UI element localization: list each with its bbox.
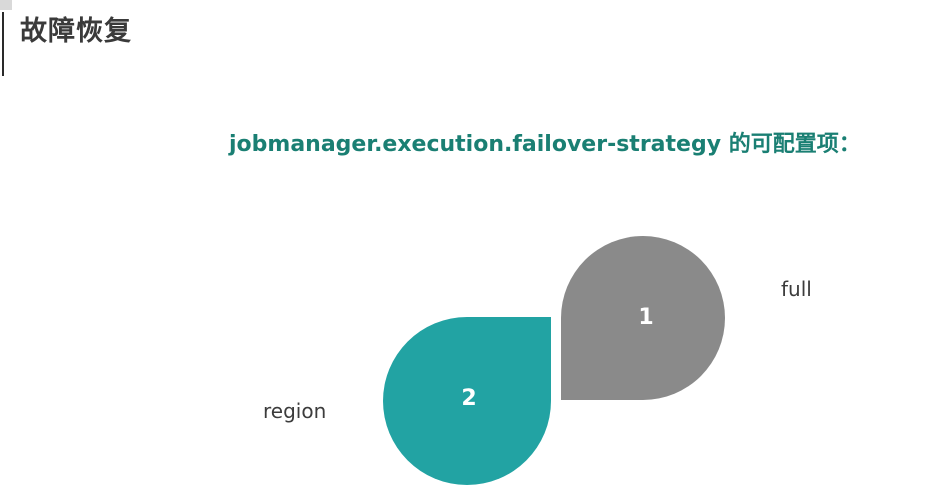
option-full-label: full <box>781 277 812 301</box>
config-heading: jobmanager.execution.failover-strategy 的… <box>229 132 861 157</box>
corner-shade <box>0 0 12 10</box>
option-full-number: 1 <box>638 305 653 330</box>
option-region-number: 2 <box>461 386 476 411</box>
option-region-label: region <box>263 399 327 423</box>
title-accent-bar <box>2 12 4 76</box>
option-full-shape <box>561 236 725 400</box>
option-region-shape <box>383 317 551 485</box>
page-title: 故障恢复 <box>20 16 132 47</box>
